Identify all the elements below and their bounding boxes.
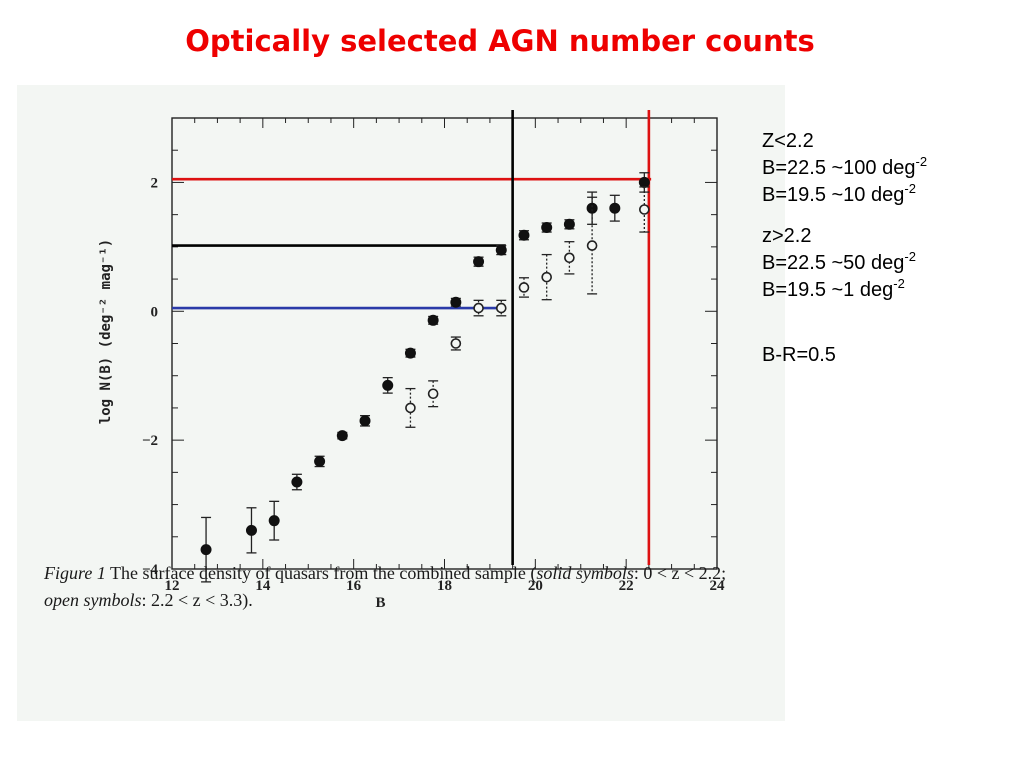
y-tick-label: 0 xyxy=(151,304,159,320)
data-point-open xyxy=(495,302,507,314)
y-axis-label: log N(B) (deg⁻² mag⁻¹) xyxy=(98,239,114,424)
high-z-b195-note: B=19.5 ~1 deg-2 xyxy=(762,277,1024,304)
data-point-solid xyxy=(245,524,257,536)
data-point-open xyxy=(564,252,575,264)
note-text: B=19.5 ~10 deg xyxy=(762,184,905,206)
data-point-solid xyxy=(473,256,485,268)
x-tick-label: 16 xyxy=(346,578,362,594)
data-point-solid xyxy=(518,229,530,241)
y-tick-label: −4 xyxy=(142,562,159,578)
high-z-heading: z>2.2 xyxy=(762,225,812,247)
x-tick-label: 22 xyxy=(619,578,634,594)
data-point-solid xyxy=(291,476,303,488)
low-z-b225-note: B=22.5 ~100 deg-2 xyxy=(762,155,1024,182)
data-point-solid xyxy=(563,218,575,230)
data-point-open xyxy=(541,271,552,283)
caption-solid-symbols: solid symbols xyxy=(536,563,634,583)
data-point-solid xyxy=(609,202,621,214)
x-tick-label: 12 xyxy=(165,578,180,594)
note-exponent: -2 xyxy=(904,249,916,264)
note-text: B=22.5 ~100 deg xyxy=(762,157,916,179)
caption-text-c: : 2.2 < z < 3.3). xyxy=(141,590,253,610)
data-point-open xyxy=(639,204,650,215)
data-point-solid xyxy=(450,296,462,308)
caption-text-b: : 0 < z < 2.2; xyxy=(633,563,727,583)
data-point-solid xyxy=(404,347,416,359)
data-point-open xyxy=(518,282,530,293)
high-z-notes: z>2.2 B=22.5 ~50 deg-2 B=19.5 ~1 deg-2 xyxy=(762,223,1024,304)
data-point-solid xyxy=(268,515,280,527)
high-z-b225-note: B=22.5 ~50 deg-2 xyxy=(762,250,1024,277)
low-z-heading: Z<2.2 xyxy=(762,130,814,152)
caption-text-a: The surface density of quasars from the … xyxy=(105,563,537,583)
x-tick-label: 24 xyxy=(710,578,726,594)
low-z-b195-note: B=19.5 ~10 deg-2 xyxy=(762,182,1024,209)
data-point-solid xyxy=(314,455,326,467)
y-tick-label: −2 xyxy=(142,433,158,449)
plot-frame xyxy=(171,117,718,570)
x-tick-label: 14 xyxy=(255,578,271,594)
data-point-solid xyxy=(586,202,598,214)
slide-title: Optically selected AGN number counts xyxy=(185,24,815,58)
data-point-solid xyxy=(359,415,371,427)
caption-figure-label: Figure 1 xyxy=(44,563,106,583)
low-z-notes: Z<2.2 B=22.5 ~100 deg-2 B=19.5 ~10 deg-2 xyxy=(762,128,1024,209)
note-exponent: -2 xyxy=(893,276,905,291)
note-exponent: -2 xyxy=(904,181,916,196)
data-point-open xyxy=(427,388,439,400)
caption-open-symbols: open symbols xyxy=(44,590,142,610)
data-point-solid xyxy=(638,176,650,188)
data-point-open xyxy=(450,338,462,349)
data-point-solid xyxy=(495,244,507,256)
annotation-notes: Z<2.2 B=22.5 ~100 deg-2 B=19.5 ~10 deg-2… xyxy=(762,128,1024,369)
data-point-open xyxy=(586,240,598,251)
note-exponent: -2 xyxy=(915,154,928,169)
note-text: B=19.5 ~1 deg xyxy=(762,279,894,301)
x-axis-label: B xyxy=(375,595,385,611)
data-point-solid xyxy=(382,379,394,391)
data-point-solid xyxy=(200,544,212,556)
data-point-open xyxy=(473,302,484,314)
data-point-solid xyxy=(427,314,439,326)
x-tick-label: 20 xyxy=(528,578,543,594)
color-index-note: B-R=0.5 xyxy=(762,344,836,366)
note-text: B=22.5 ~50 deg xyxy=(762,252,905,274)
figure-caption: Figure 1 The surface density of quasars … xyxy=(44,560,764,614)
x-tick-label: 18 xyxy=(437,578,452,594)
data-point-solid xyxy=(541,222,553,234)
y-tick-label: 2 xyxy=(151,175,159,191)
data-point-open xyxy=(405,402,416,414)
data-point-solid xyxy=(336,430,348,442)
